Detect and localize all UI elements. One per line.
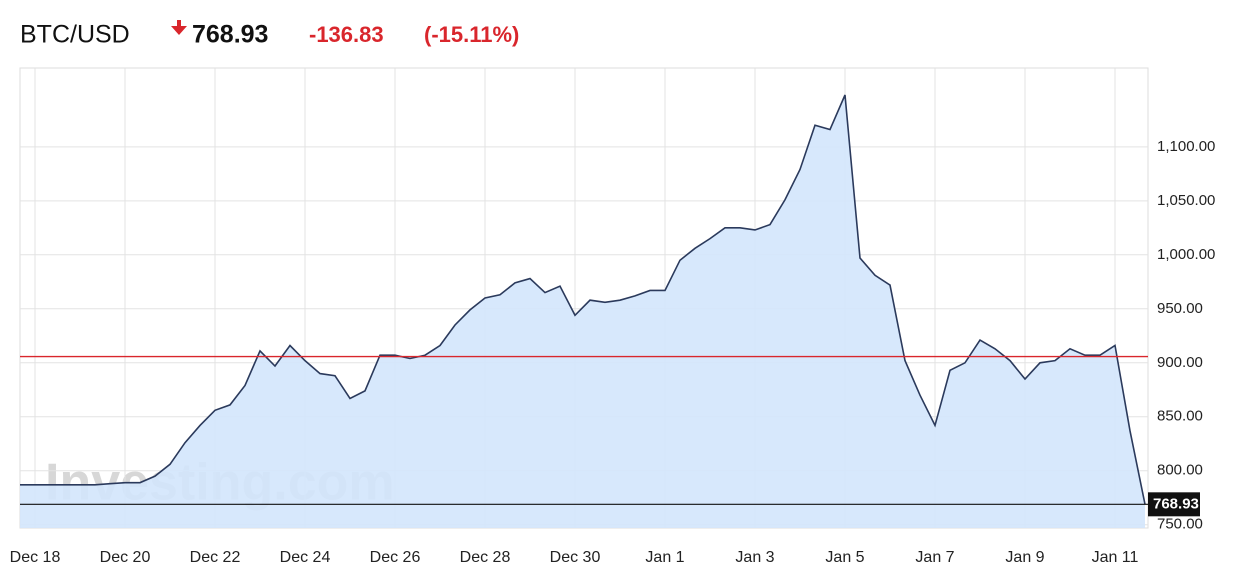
x-tick-label: Dec 18 — [10, 549, 61, 566]
y-tick-label: 1,100.00 — [1157, 138, 1215, 155]
y-tick-label: 1,050.00 — [1157, 192, 1215, 209]
y-tick-label: 800.00 — [1157, 462, 1203, 479]
last-value-box — [1148, 492, 1200, 517]
x-tick-label: Dec 22 — [190, 549, 241, 566]
x-tick-label: Jan 9 — [1005, 549, 1044, 566]
chart-title: BTC/USD — [20, 21, 130, 49]
price-change: -136.83 — [309, 22, 384, 47]
x-tick-label: Dec 20 — [100, 549, 151, 566]
price-change-pct: (-15.11%) — [424, 22, 519, 47]
last-price: 768.93 — [192, 21, 268, 49]
x-tick-label: Dec 24 — [280, 549, 331, 566]
x-tick-label: Jan 3 — [735, 549, 774, 566]
x-tick-label: Dec 28 — [460, 549, 511, 566]
x-tick-label: Dec 26 — [370, 549, 421, 566]
y-tick-label: 750.00 — [1157, 516, 1203, 533]
area — [20, 94, 1145, 529]
y-tick-label: 850.00 — [1157, 408, 1203, 425]
y-tick-label: 1,000.00 — [1157, 246, 1215, 263]
y-tick-label: 950.00 — [1157, 300, 1203, 317]
x-tick-label: Dec 30 — [550, 549, 601, 566]
down-arrow — [171, 20, 187, 35]
line — [20, 94, 1146, 505]
x-tick-label: Jan 11 — [1092, 549, 1139, 566]
y-tick-label: 900.00 — [1157, 354, 1203, 371]
x-tick-label: Jan 1 — [645, 549, 684, 566]
x-tick-label: Jan 5 — [825, 549, 864, 566]
last-value-label: 768.93 — [1153, 495, 1199, 512]
x-tick-label: Jan 7 — [915, 549, 954, 566]
